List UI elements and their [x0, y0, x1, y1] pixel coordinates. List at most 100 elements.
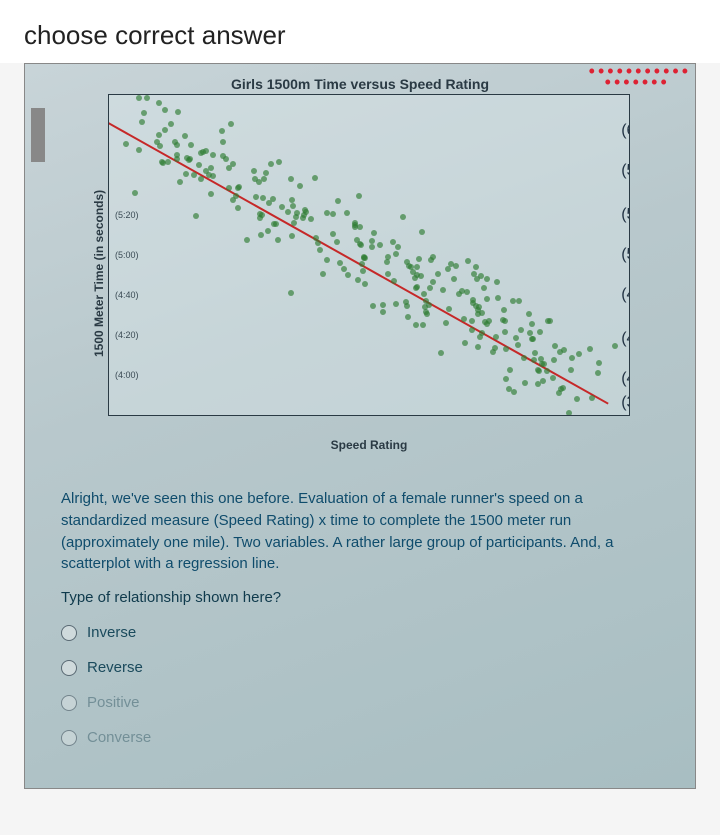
data-point — [427, 285, 433, 291]
data-point — [510, 298, 516, 304]
data-point — [200, 149, 206, 155]
option-reverse[interactable]: Reverse — [61, 659, 659, 676]
data-point — [219, 128, 225, 134]
data-point — [503, 376, 509, 382]
data-point — [529, 321, 535, 327]
data-point — [165, 159, 171, 165]
data-point — [421, 291, 427, 297]
data-point — [526, 311, 532, 317]
data-point — [324, 257, 330, 263]
data-point — [393, 251, 399, 257]
data-point — [400, 214, 406, 220]
data-point — [356, 193, 362, 199]
data-point — [527, 330, 533, 336]
data-point — [297, 183, 303, 189]
data-point — [612, 343, 618, 349]
data-point — [223, 156, 229, 162]
chart-ylabel: 1500 Meter Time (in seconds) — [90, 94, 108, 452]
option-positive[interactable]: Positive — [61, 694, 659, 711]
data-point — [393, 301, 399, 307]
data-point — [561, 347, 567, 353]
data-point — [362, 281, 368, 287]
x-tick: 140 — [442, 413, 469, 416]
data-point — [494, 279, 500, 285]
data-point — [568, 367, 574, 373]
data-point — [385, 254, 391, 260]
data-point — [484, 276, 490, 282]
data-point — [253, 194, 259, 200]
y-tick-right: (5:40) — [621, 162, 630, 180]
data-point — [236, 184, 242, 190]
data-point — [418, 273, 424, 279]
data-point — [428, 257, 434, 263]
data-point — [337, 260, 343, 266]
data-point — [268, 161, 274, 167]
data-point — [475, 344, 481, 350]
x-tick: 60 — [216, 413, 234, 416]
data-point — [320, 271, 326, 277]
data-point — [530, 336, 536, 342]
data-point — [228, 121, 234, 127]
data-point — [420, 322, 426, 328]
option-label: Converse — [87, 729, 151, 746]
y-tick-right: (6:00) — [621, 122, 630, 140]
data-point — [569, 355, 575, 361]
data-point — [410, 269, 416, 275]
y-tick-right: (4:40) — [621, 286, 630, 304]
data-point — [186, 157, 192, 163]
data-point — [371, 230, 377, 236]
data-point — [566, 410, 572, 416]
data-point — [360, 268, 366, 274]
data-point — [123, 141, 129, 147]
data-point — [288, 290, 294, 296]
data-point — [385, 271, 391, 277]
option-label: Positive — [87, 694, 140, 711]
question-text: Alright, we've seen this one before. Eva… — [61, 488, 659, 575]
decoration-dots: ••••••••••• ••••••• — [589, 66, 691, 88]
data-point — [210, 152, 216, 158]
data-point — [430, 279, 436, 285]
data-point — [330, 231, 336, 237]
data-point — [412, 275, 418, 281]
data-point — [258, 232, 264, 238]
data-point — [265, 228, 271, 234]
data-point — [244, 237, 250, 243]
options-group: Inverse Reverse Positive Converse — [61, 624, 659, 746]
data-point — [532, 350, 538, 356]
data-point — [235, 205, 241, 211]
data-point — [544, 368, 550, 374]
data-point — [435, 271, 441, 277]
data-point — [464, 289, 470, 295]
option-inverse[interactable]: Inverse — [61, 624, 659, 641]
y-tick-right: (5:20) — [621, 206, 630, 224]
data-point — [380, 309, 386, 315]
data-point — [335, 198, 341, 204]
data-point — [595, 370, 601, 376]
data-point — [289, 197, 295, 203]
data-point — [502, 329, 508, 335]
data-point — [522, 380, 528, 386]
data-point — [344, 210, 350, 216]
y-sub-label: (5:00) — [115, 250, 139, 260]
data-point — [308, 216, 314, 222]
question-panel: ••••••••••• ••••••• Girls 1500m Time ver… — [24, 63, 696, 789]
data-point — [355, 277, 361, 283]
data-point — [276, 159, 282, 165]
data-point — [175, 109, 181, 115]
data-point — [290, 203, 296, 209]
data-point — [183, 171, 189, 177]
data-point — [395, 244, 401, 250]
data-point — [279, 204, 285, 210]
option-converse[interactable]: Converse — [61, 729, 659, 746]
data-point — [550, 375, 556, 381]
data-point — [473, 264, 479, 270]
data-point — [285, 209, 291, 215]
radio-icon — [61, 695, 77, 711]
data-point — [495, 295, 501, 301]
option-label: Reverse — [87, 659, 143, 676]
data-point — [359, 261, 365, 267]
data-point — [136, 95, 142, 101]
data-point — [312, 175, 318, 181]
data-point — [177, 179, 183, 185]
data-point — [136, 147, 142, 153]
